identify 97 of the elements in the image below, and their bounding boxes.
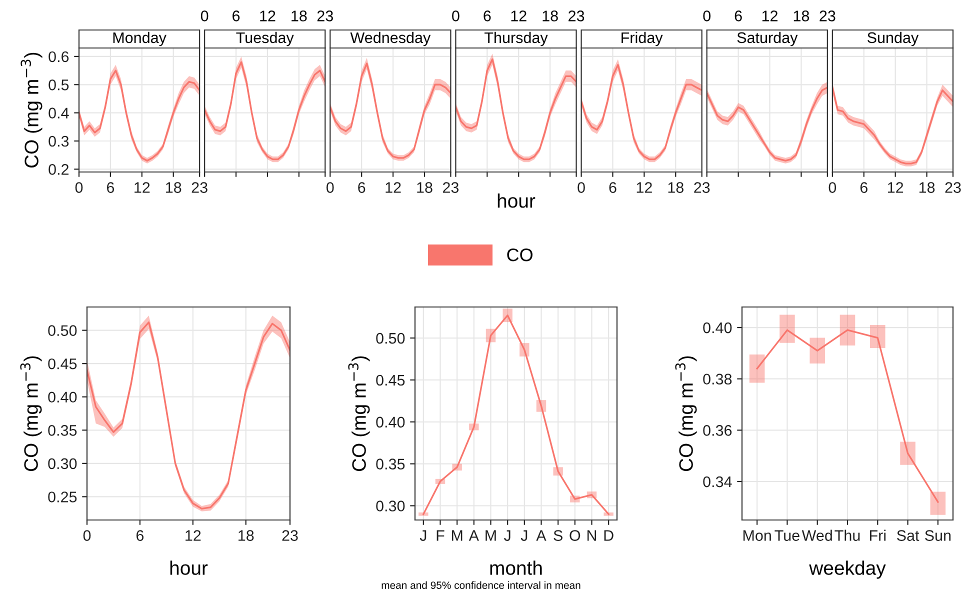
x-tick-label: 6 [136,530,144,541]
x-tick-label: Wed [802,530,832,541]
x-tick-label: 18 [668,182,684,193]
y-tick-label: 0.5 [48,80,69,90]
x-axis-title: hour [498,194,536,208]
y-tick-label: 0.35 [48,425,77,436]
x-tick-label: M [452,530,462,541]
x-tick-label: Sat [897,530,920,541]
x2-tick-label: 18 [794,10,810,22]
x-tick-label: 23 [192,182,208,193]
x-tick-label: 6 [609,182,616,193]
x-tick-label: M [486,530,496,541]
x-tick-label: 0 [828,182,836,193]
x-tick-label: 6 [860,182,868,193]
chart-title: Sunday [868,32,919,46]
x-tick-label: Mon [743,530,771,541]
x2-tick-label: 12 [260,10,276,22]
x2-tick-label: 12 [511,10,526,22]
x-tick-label: Sun [925,530,951,541]
x-tick-label: Thu [834,530,860,541]
x-tick-label: J [520,530,528,541]
x-axis-title: month [490,560,542,575]
y-axis-title: CO (mg m$^{−3}$) [20,356,42,472]
x-tick-label: 12 [636,182,652,193]
chart-title: Friday [622,32,663,46]
x2-tick-label: 18 [542,10,558,22]
x-tick-label: 12 [386,182,401,193]
line-series [756,329,939,503]
x-tick-label: 6 [358,182,366,193]
x-tick-label: 12 [888,182,904,193]
x2-tick-label: 23 [568,10,584,22]
x-tick-label: 12 [134,182,150,193]
y-tick-label: 0.45 [48,358,77,370]
x2-tick-label: 6 [484,10,491,22]
x-tick-label: O [570,530,580,541]
x2-tick-label: 12 [762,10,778,22]
y-axis-title: CO (mg m$^{−3}$) [675,356,697,472]
x-tick-label: 18 [417,182,432,193]
x-tick-label: D [604,530,614,541]
chart-title: Saturday [737,32,798,46]
x-tick-label: J [420,530,426,541]
x-tick-label: 18 [166,182,182,193]
x-tick-label: J [504,530,510,541]
chart-title: Monday [113,32,166,46]
x-axis-title: weekday [809,560,886,579]
x2-tick-label: 6 [232,10,240,22]
y-tick-label: 0.50 [48,325,77,336]
y-tick-label: 0.35 [376,458,405,470]
x-tick-label: 12 [186,530,201,541]
y-tick-label: 0.2 [48,164,69,175]
x-tick-label: 0 [75,182,83,193]
legend-label: CO [507,248,532,262]
chart-title: Thursday [484,32,548,46]
y-tick-label: 0.40 [376,416,405,428]
y-tick-label: 0.50 [376,332,405,344]
x-tick-label: 18 [919,182,935,193]
y-tick-label: 0.25 [48,492,77,502]
x-tick-label: Fri [870,530,886,541]
text: mean and 95% confidence interval in mean [382,581,580,589]
x-tick-label: F [436,530,444,541]
x2-tick-label: 23 [820,10,836,22]
x-tick-label: N [587,530,596,541]
y-tick-label: 0.40 [48,392,77,403]
y-tick-label: 0.34 [703,476,732,488]
y-tick-label: 0.38 [703,374,732,385]
x2-tick-label: 18 [292,10,307,22]
y-tick-label: 0.4 [48,108,69,119]
y-tick-label: 0.6 [48,51,69,62]
y-tick-label: 0.40 [703,322,732,334]
x-tick-label: S [554,530,562,541]
x-tick-label: 18 [238,530,254,541]
x-tick-label: 23 [945,182,961,193]
x2-tick-label: 0 [703,10,711,22]
x2-tick-label: 0 [452,10,460,22]
x-tick-label: A [468,530,479,541]
y-tick-label: 0.3 [48,136,69,147]
x-axis-title: hour [170,560,208,575]
x-tick-label: 0 [578,182,585,193]
y-tick-label: 0.36 [703,425,732,436]
x-tick-label: 0 [326,182,334,193]
chart-title: Wednesday [350,32,431,46]
x2-tick-label: 0 [200,10,208,22]
y-tick-label: 0.30 [376,500,405,512]
y-axis-title: CO (mg m$^{−3}$) [348,356,370,472]
x-tick-label: 23 [282,530,298,541]
x-tick-label: 23 [694,182,710,193]
x-tick-label: 23 [442,182,459,193]
y-axis-title: CO (mg m$^{−3}$) [20,52,42,168]
chart-title: Tuesday [236,32,294,46]
x2-tick-label: 6 [734,10,742,22]
x-tick-label: A [536,530,546,541]
x-tick-label: Tue [774,530,800,541]
y-tick-label: 0.30 [48,458,77,470]
y-tick-label: 0.45 [376,374,405,386]
x-tick-label: 0 [83,530,91,541]
x-tick-label: 6 [106,182,114,193]
x2-tick-label: 23 [317,10,333,22]
